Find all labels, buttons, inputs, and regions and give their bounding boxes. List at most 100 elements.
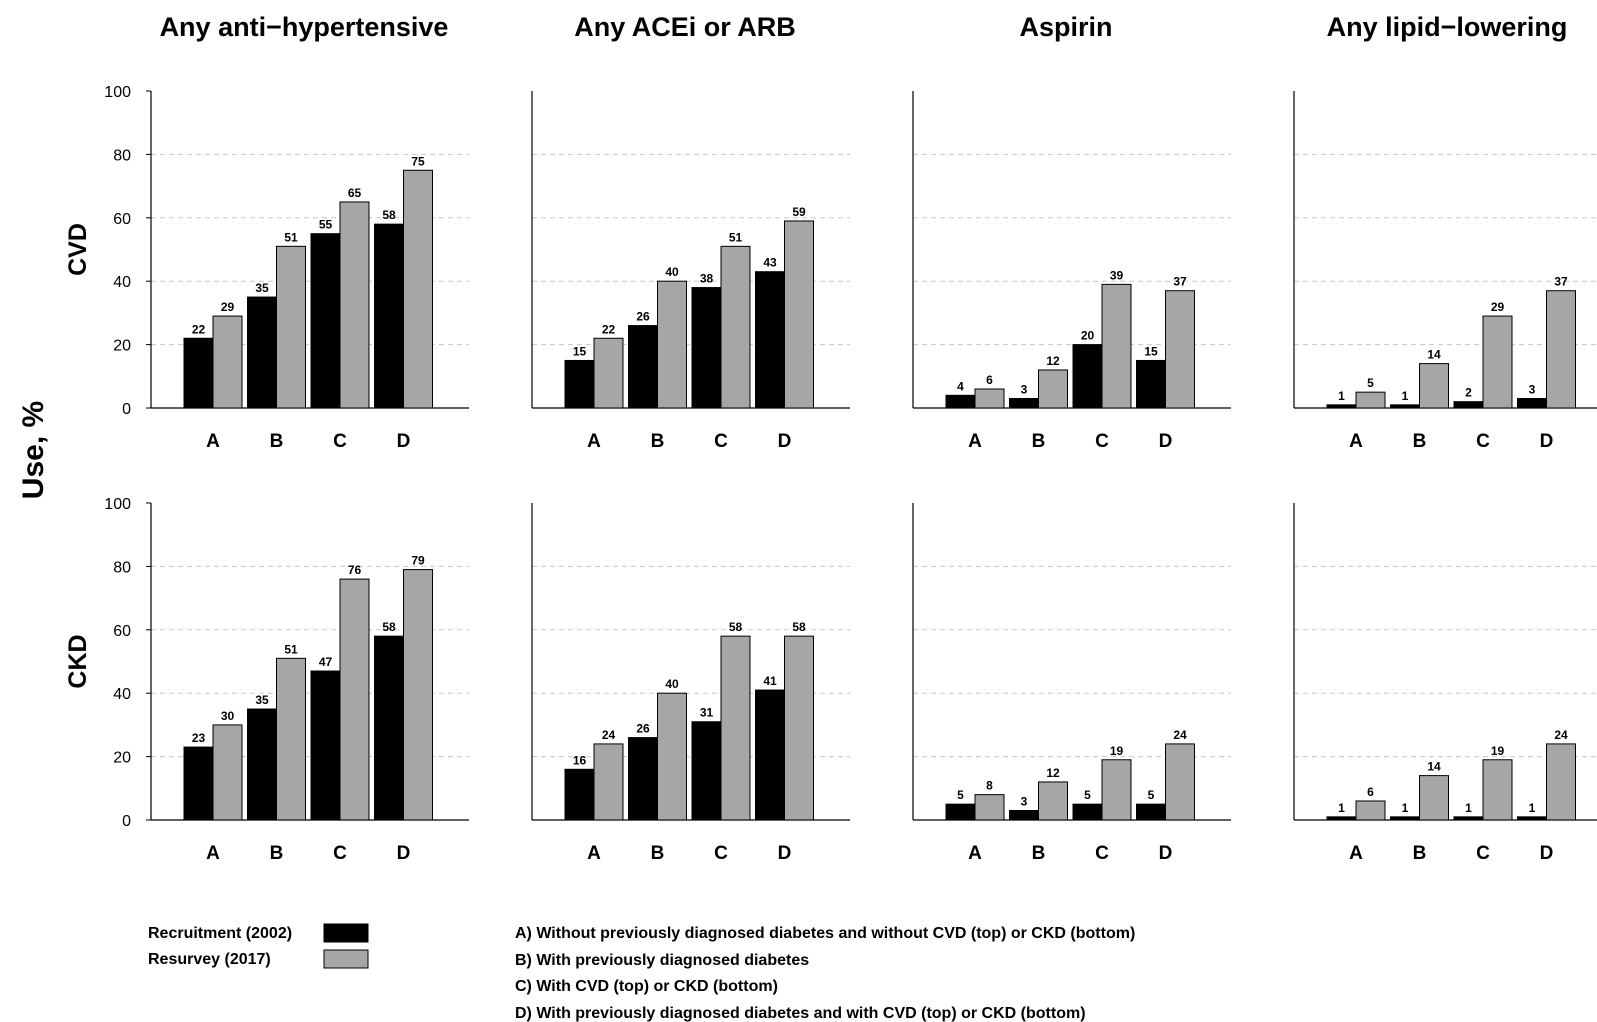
bar-resurvey-d (403, 569, 433, 821)
data-label-recruitment-b: 3 (1021, 794, 1028, 808)
bar-resurvey-a (974, 794, 1005, 821)
data-label-recruitment-d: 43 (763, 256, 777, 270)
bar-recruitment-a (945, 394, 976, 409)
data-label-recruitment-d: 58 (382, 620, 396, 634)
data-label-resurvey-d: 75 (411, 154, 425, 168)
bar-resurvey-b (276, 657, 306, 821)
legend-swatch-recruitment (323, 923, 369, 943)
data-label-resurvey-b: 40 (665, 677, 679, 691)
panel-cvd-any-anti-hypertensive: 0 20 40 60 80 100 22 29 A 35 51 B 55 65 C 58 75 D (104, 84, 469, 452)
data-label-recruitment-c: 1 (1465, 801, 1472, 815)
bar-resurvey-a (212, 315, 243, 409)
bar-resurvey-d (1546, 290, 1576, 409)
data-label-recruitment-b: 3 (1021, 382, 1028, 396)
y-tick-label: 0 (122, 401, 131, 418)
y-axis-label: Use, % (17, 401, 50, 499)
data-label-recruitment-c: 20 (1081, 329, 1095, 343)
bar-recruitment-c (1453, 401, 1484, 409)
bar-recruitment-d (374, 635, 404, 821)
bar-recruitment-c (310, 233, 341, 409)
panel-ckd-any-acei-or-arb: 16 24 A 26 40 B 31 58 C 41 58 D (531, 503, 850, 864)
bar-resurvey-c (339, 201, 370, 409)
y-tick-label: 20 (113, 338, 131, 355)
data-label-resurvey-a: 6 (1367, 785, 1374, 799)
panel-title-any-anti-hypertensive: Any anti−hypertensive (160, 12, 449, 42)
data-label-resurvey-c: 29 (1491, 300, 1505, 314)
bar-resurvey-c (1482, 315, 1513, 409)
data-label-recruitment-b: 26 (636, 310, 650, 324)
bar-resurvey-d (1546, 743, 1576, 821)
bar-recruitment-b (247, 296, 277, 409)
data-label-resurvey-a: 22 (602, 322, 616, 336)
bar-recruitment-d (755, 689, 785, 821)
y-tick-label: 0 (122, 813, 131, 830)
data-label-resurvey-d: 37 (1173, 275, 1187, 289)
x-tick-label-d: D (778, 431, 792, 452)
data-label-recruitment-a: 4 (957, 379, 964, 393)
bar-recruitment-d (374, 223, 404, 409)
data-label-resurvey-b: 12 (1046, 354, 1060, 368)
bar-recruitment-c (691, 721, 722, 821)
bar-recruitment-b (1009, 397, 1039, 409)
x-tick-label-c: C (1476, 843, 1490, 864)
bar-recruitment-a (1326, 816, 1357, 821)
data-label-recruitment-c: 2 (1465, 386, 1472, 400)
bar-resurvey-b (1419, 363, 1449, 409)
data-label-resurvey-a: 6 (986, 373, 993, 387)
x-tick-label-a: A (968, 431, 982, 452)
x-tick-label-b: B (1032, 843, 1046, 864)
panel-ckd-any-anti-hypertensive: 0 20 40 60 80 100 23 30 A 35 51 B 47 76 C 58 79 D (104, 496, 469, 864)
x-tick-label-b: B (1032, 431, 1046, 452)
data-label-resurvey-a: 29 (221, 300, 235, 314)
data-label-recruitment-b: 1 (1402, 801, 1409, 815)
data-label-recruitment-d: 1 (1529, 801, 1536, 815)
x-tick-label-a: A (587, 431, 601, 452)
bar-recruitment-d (1517, 397, 1547, 409)
bar-recruitment-d (1136, 359, 1166, 409)
x-tick-label-d: D (1540, 431, 1554, 452)
data-label-resurvey-b: 51 (284, 642, 298, 656)
data-label-recruitment-d: 41 (763, 674, 777, 688)
bar-recruitment-b (1009, 809, 1039, 821)
bar-recruitment-d (1136, 803, 1166, 821)
legend-swatch-resurvey (323, 949, 369, 969)
x-tick-label-c: C (1476, 431, 1490, 452)
data-label-resurvey-a: 24 (602, 728, 616, 742)
x-tick-label-a: A (206, 843, 220, 864)
bar-recruitment-c (1072, 803, 1103, 821)
data-label-resurvey-d: 24 (1173, 728, 1187, 742)
x-tick-label-a: A (968, 843, 982, 864)
data-label-recruitment-a: 1 (1338, 389, 1345, 403)
x-tick-label-b: B (651, 431, 665, 452)
data-label-recruitment-c: 38 (700, 272, 714, 286)
bar-resurvey-c (339, 578, 370, 821)
data-label-recruitment-b: 26 (636, 722, 650, 736)
x-tick-label-d: D (1159, 431, 1173, 452)
note-c: C) With CVD (top) or CKD (bottom) (515, 978, 778, 995)
data-label-recruitment-c: 55 (319, 218, 333, 232)
data-label-resurvey-b: 40 (665, 265, 679, 279)
x-tick-label-d: D (1540, 843, 1554, 864)
data-label-recruitment-a: 16 (573, 753, 587, 767)
x-tick-label-c: C (1095, 431, 1109, 452)
y-tick-label: 80 (113, 559, 131, 576)
data-label-resurvey-d: 24 (1554, 728, 1568, 742)
data-label-resurvey-b: 14 (1427, 760, 1441, 774)
legend-label-recruitment: Recruitment (2002) (148, 925, 292, 942)
bar-recruitment-a (564, 768, 595, 821)
bar-recruitment-b (628, 737, 658, 821)
x-tick-label-b: B (270, 431, 284, 452)
bar-resurvey-a (212, 724, 243, 821)
y-tick-label: 80 (113, 147, 131, 164)
panel-title-any-acei-or-arb: Any ACEi or ARB (574, 12, 796, 42)
x-tick-label-c: C (333, 843, 347, 864)
data-label-resurvey-c: 39 (1110, 268, 1124, 282)
x-tick-label-b: B (1413, 843, 1427, 864)
data-label-resurvey-d: 59 (792, 205, 806, 219)
data-label-resurvey-d: 58 (792, 620, 806, 634)
data-label-recruitment-a: 5 (957, 788, 964, 802)
bar-recruitment-a (564, 359, 595, 409)
data-label-resurvey-c: 19 (1491, 744, 1505, 758)
bar-recruitment-d (755, 271, 785, 409)
